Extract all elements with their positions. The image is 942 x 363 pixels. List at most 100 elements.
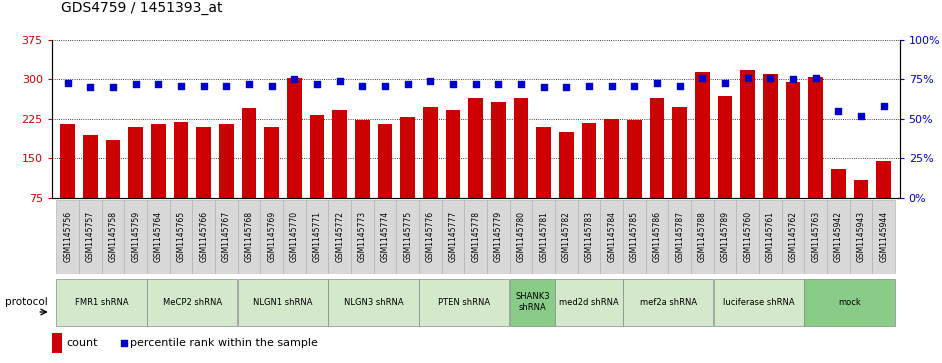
Bar	[623, 200, 645, 274]
Point	[491, 81, 506, 87]
Bar	[124, 200, 147, 274]
Bar	[786, 82, 801, 237]
Point	[853, 113, 869, 119]
Bar	[170, 200, 192, 274]
Point	[831, 108, 846, 114]
Bar	[645, 200, 669, 274]
Bar	[464, 200, 487, 274]
Bar	[351, 200, 374, 274]
Bar	[510, 200, 532, 274]
Text: GSM1145783: GSM1145783	[585, 211, 593, 262]
Point	[219, 83, 234, 89]
Bar	[106, 140, 121, 237]
Point	[673, 83, 688, 89]
Bar	[242, 108, 256, 237]
Bar	[763, 74, 778, 237]
Bar	[397, 200, 419, 274]
Point	[196, 83, 211, 89]
Point	[763, 75, 778, 81]
Text: PTEN shRNA: PTEN shRNA	[438, 298, 491, 307]
Text: GSM1145767: GSM1145767	[222, 211, 231, 262]
Text: GSM1145763: GSM1145763	[811, 211, 820, 262]
Text: GSM1145762: GSM1145762	[788, 211, 798, 262]
Text: GSM1145771: GSM1145771	[313, 211, 321, 262]
Text: GSM1145785: GSM1145785	[630, 211, 639, 262]
Text: GSM1145944: GSM1145944	[879, 211, 888, 262]
Bar	[442, 200, 464, 274]
Bar	[151, 124, 166, 237]
Bar	[831, 169, 846, 237]
Point	[286, 77, 301, 82]
Bar	[147, 200, 170, 274]
Bar	[378, 124, 393, 237]
Bar	[513, 98, 528, 237]
Text: GSM1145764: GSM1145764	[154, 211, 163, 262]
Bar	[559, 132, 574, 237]
Point	[117, 340, 132, 346]
Point	[310, 81, 325, 87]
Point	[626, 83, 642, 89]
Bar	[673, 107, 687, 237]
Text: GSM1145788: GSM1145788	[698, 211, 706, 262]
Bar	[695, 72, 709, 237]
Text: NLGN1 shRNA: NLGN1 shRNA	[253, 298, 313, 307]
Point	[786, 77, 801, 82]
Bar	[265, 127, 279, 237]
Text: GSM1145943: GSM1145943	[856, 211, 866, 262]
Bar	[329, 200, 351, 274]
Bar	[419, 200, 442, 274]
Point	[333, 78, 348, 84]
Bar	[57, 279, 147, 326]
Bar	[79, 200, 102, 274]
Point	[264, 83, 279, 89]
Text: GSM1145774: GSM1145774	[381, 211, 390, 262]
Text: GSM1145778: GSM1145778	[471, 211, 480, 262]
Bar	[650, 98, 664, 237]
Bar	[740, 70, 755, 237]
Bar	[57, 200, 79, 274]
Text: GSM1145789: GSM1145789	[721, 211, 729, 262]
Bar	[714, 200, 737, 274]
Bar	[808, 77, 823, 237]
Text: GSM1145787: GSM1145787	[675, 211, 684, 262]
Bar	[237, 200, 260, 274]
Text: GSM1145756: GSM1145756	[63, 211, 73, 262]
Bar	[446, 110, 461, 237]
Bar	[555, 200, 577, 274]
Bar	[577, 200, 600, 274]
Bar	[192, 200, 215, 274]
Bar	[532, 200, 555, 274]
Text: GSM1145760: GSM1145760	[743, 211, 753, 262]
Text: count: count	[67, 338, 98, 348]
Point	[604, 83, 619, 89]
Bar	[853, 180, 869, 237]
Text: GDS4759 / 1451393_at: GDS4759 / 1451393_at	[61, 0, 222, 15]
Bar	[804, 200, 827, 274]
Bar	[287, 78, 301, 237]
Bar	[128, 127, 143, 237]
Point	[740, 75, 755, 81]
Text: GSM1145765: GSM1145765	[176, 211, 186, 262]
Point	[83, 85, 98, 90]
Point	[151, 81, 166, 87]
Bar	[260, 200, 283, 274]
Point	[400, 81, 415, 87]
Text: NLGN3 shRNA: NLGN3 shRNA	[344, 298, 403, 307]
Point	[650, 79, 665, 85]
Bar	[581, 123, 596, 237]
Bar	[876, 161, 891, 237]
Text: GSM1145761: GSM1145761	[766, 211, 775, 262]
Text: GSM1145766: GSM1145766	[199, 211, 208, 262]
Text: GSM1145757: GSM1145757	[86, 211, 95, 262]
Text: GSM1145759: GSM1145759	[131, 211, 140, 262]
Bar	[310, 115, 324, 237]
Bar	[718, 96, 733, 237]
Bar	[196, 127, 211, 237]
Text: percentile rank within the sample: percentile rank within the sample	[130, 338, 318, 348]
Bar	[468, 98, 483, 237]
Point	[513, 81, 528, 87]
Text: FMR1 shRNA: FMR1 shRNA	[74, 298, 128, 307]
Bar	[60, 124, 75, 237]
Bar	[759, 200, 782, 274]
Bar	[669, 200, 691, 274]
